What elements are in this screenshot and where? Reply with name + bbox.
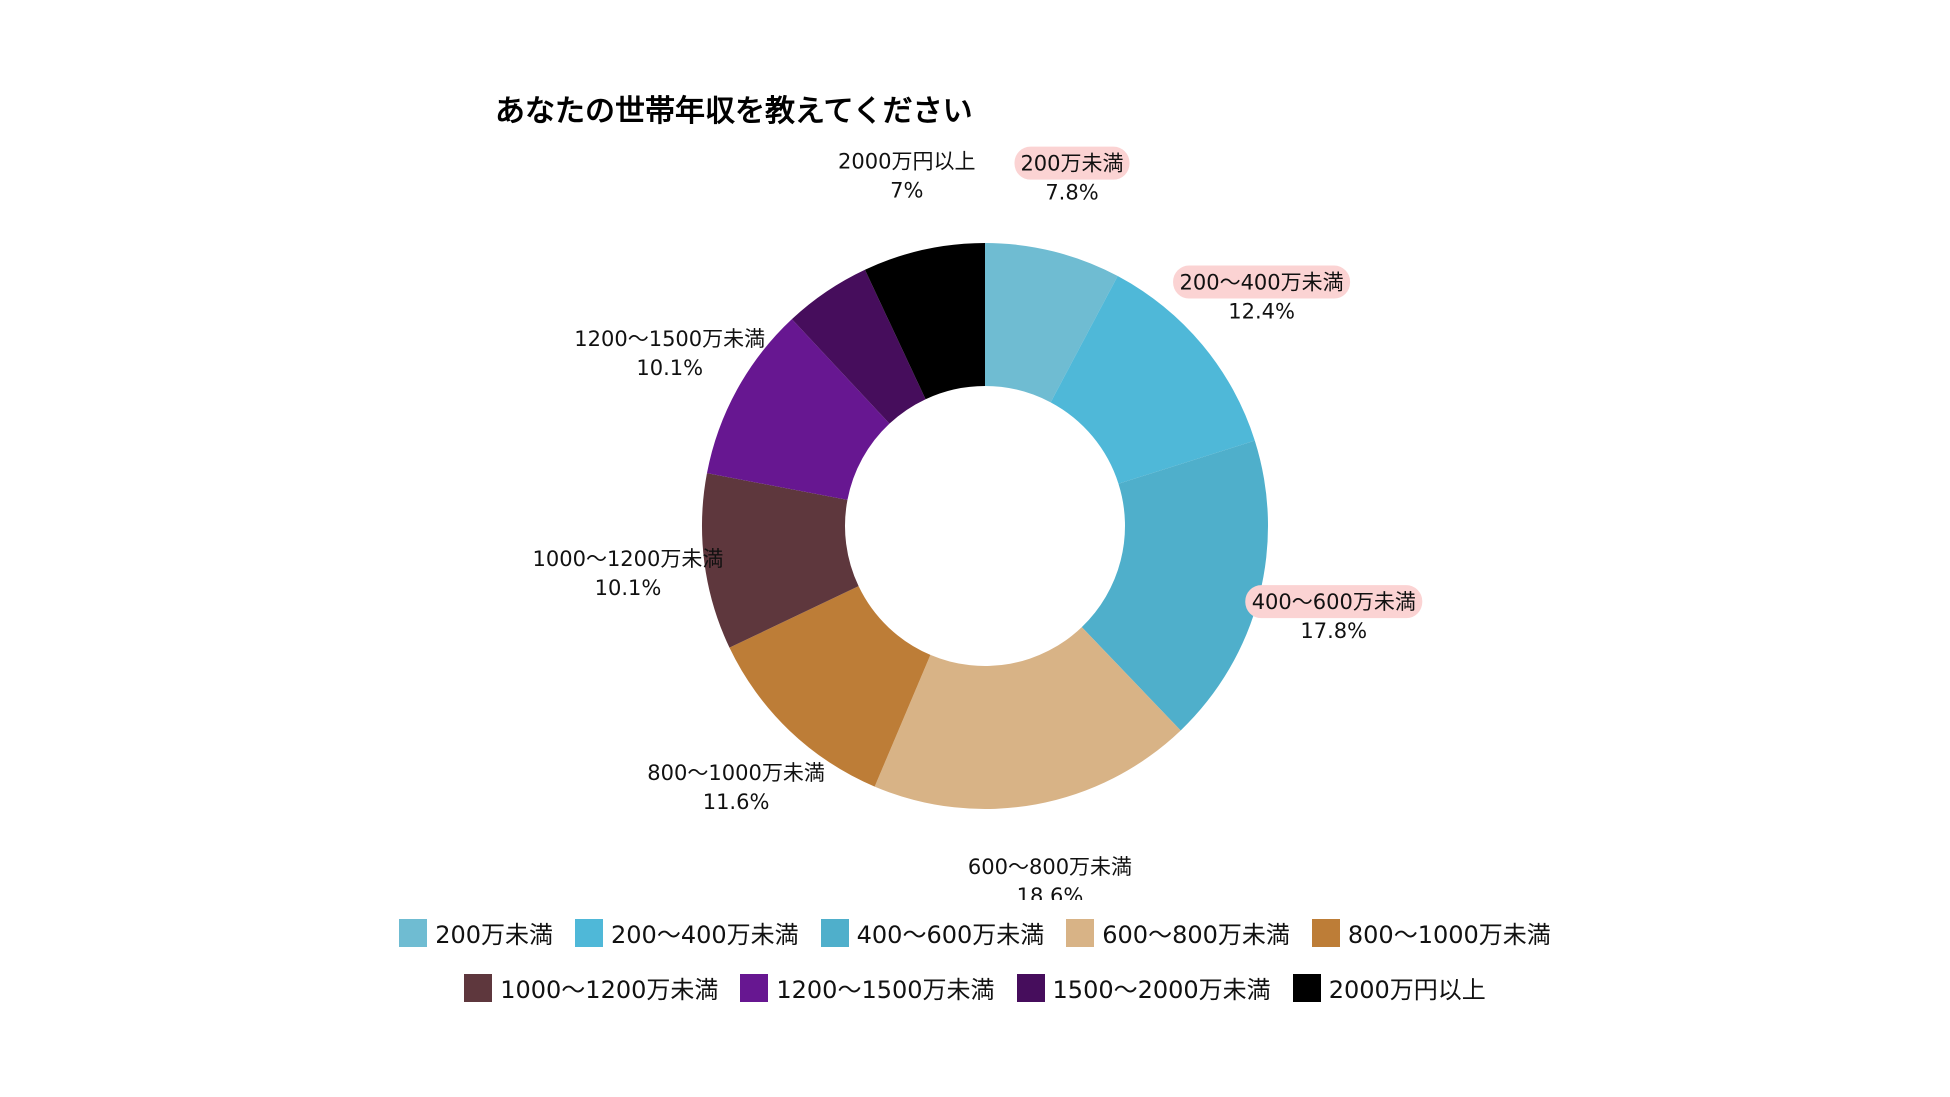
legend-swatch — [399, 918, 428, 947]
data-label-4: 600〜800万未満 18.6% — [968, 855, 1132, 900]
slice-6 — [702, 473, 859, 648]
legend-label: 1200〜1500万未満 — [776, 976, 995, 1004]
slice-4 — [874, 627, 1181, 810]
legend-swatch — [575, 918, 604, 947]
slice-9 — [864, 243, 985, 400]
data-label-3: 400〜600万未満 17.8% — [1245, 585, 1423, 643]
legend-label: 1500〜2000万未満 — [1052, 976, 1271, 1004]
legend-swatch — [1292, 973, 1321, 1002]
slice-label-value: 10.1% — [636, 356, 703, 380]
slice-label-category: 1200〜1500万未満 — [574, 327, 765, 351]
slice-8 — [791, 269, 926, 424]
slice-label-category: 1000〜1200万未満 — [533, 547, 724, 571]
slice-label-category: 600〜800万未満 — [968, 855, 1132, 879]
legend-label: 200〜400万未満 — [611, 921, 799, 949]
slice-label-value: 10.1% — [595, 576, 662, 600]
legend-swatch — [740, 973, 769, 1002]
donut-chart: 200万未満 7.8% 200〜400万未満 12.4% 400〜600万未満 17.8%… — [533, 146, 1423, 900]
legend-item-6: 1000〜1200万未満 — [464, 970, 718, 1005]
slice-label-category: 400〜600万未満 — [1252, 590, 1416, 614]
chart-title: あなたの世帯年収を教えてください — [495, 94, 973, 129]
slice-label-category: 200〜400万未満 — [1179, 271, 1343, 295]
data-label-9: 2000万円以上 7% — [838, 150, 975, 203]
legend-swatch — [820, 918, 849, 947]
slice-label-value: 7% — [890, 179, 923, 203]
slice-1 — [985, 243, 1118, 403]
slice-7 — [706, 319, 890, 500]
legend-item-3: 400〜600万未満 — [820, 915, 1045, 950]
legend-item-8: 1500〜2000万未満 — [1016, 970, 1271, 1005]
legend-label: 200万未満 — [435, 921, 554, 949]
legend-swatch — [1016, 973, 1045, 1002]
legend-item-5: 800〜1000万未満 — [1311, 915, 1551, 950]
legend-swatch — [464, 973, 493, 1002]
legend-swatch — [1066, 918, 1095, 947]
slice-label-value: 17.8% — [1300, 619, 1367, 643]
legend-row-top: 200万未満 200〜400万未満 400〜600万未満 600〜800万未満 800〜… — [0, 915, 1950, 950]
slice-label-highlight — [1173, 265, 1351, 299]
slice-2 — [1050, 276, 1255, 484]
legend-label: 2000万円以上 — [1328, 976, 1486, 1004]
legend-label: 600〜800万未満 — [1102, 921, 1290, 949]
legend-label: 1000〜1200万未満 — [500, 976, 719, 1004]
data-label-5: 800〜1000万未満 11.6% — [647, 761, 825, 814]
data-label-7: 1200〜1500万未満 10.1% — [574, 327, 765, 380]
legend-item-2: 200〜400万未満 — [575, 915, 799, 950]
slice-label-category: 200万未満 — [1020, 152, 1123, 176]
legend-item-1: 200万未満 — [399, 915, 553, 950]
legend-label: 400〜600万未満 — [856, 921, 1045, 949]
legend-label: 800〜1000万未満 — [1347, 921, 1551, 949]
data-label-6: 1000〜1200万未満 10.1% — [533, 547, 724, 600]
slice-label-value: 7.8% — [1045, 181, 1098, 205]
legend-row-bottom: 1000〜1200万未満 1200〜1500万未満 1500〜2000万未満 2000… — [0, 970, 1950, 1005]
data-label-2: 200〜400万未満 12.4% — [1173, 265, 1351, 324]
slice-3 — [1081, 440, 1268, 731]
legend-swatch — [1311, 918, 1340, 947]
legend-item-7: 1200〜1500万未満 — [740, 970, 995, 1005]
slice-label-value: 18.6% — [1017, 884, 1084, 900]
legend-item-4: 600〜800万未満 — [1066, 915, 1290, 950]
slice-label-category: 2000万円以上 — [838, 150, 975, 174]
slice-label-highlight — [1014, 146, 1130, 180]
legend-item-9: 2000万円以上 — [1292, 970, 1486, 1005]
slice-label-highlight — [1245, 585, 1423, 619]
slice-label-category: 800〜1000万未満 — [647, 761, 825, 785]
slice-5 — [729, 586, 931, 787]
slice-label-value: 11.6% — [703, 790, 770, 814]
slice-label-value: 12.4% — [1228, 300, 1295, 324]
data-label-1: 200万未満 7.8% — [1014, 146, 1130, 205]
